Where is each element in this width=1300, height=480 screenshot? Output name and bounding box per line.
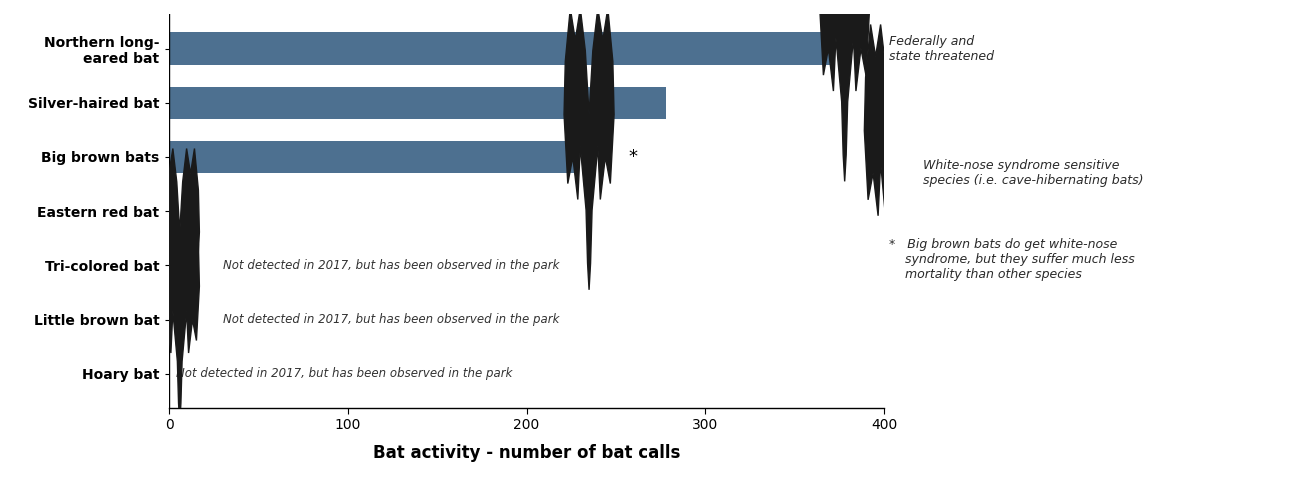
Text: Not detected in 2017, but has been observed in the park: Not detected in 2017, but has been obser… xyxy=(222,259,559,272)
Text: *: * xyxy=(628,148,637,166)
Polygon shape xyxy=(160,203,199,424)
Text: White-nose syndrome sensitive
species (i.e. cave-hibernating bats): White-nose syndrome sensitive species (i… xyxy=(923,159,1144,187)
Text: Not detected in 2017, but has been observed in the park: Not detected in 2017, but has been obser… xyxy=(222,313,559,326)
X-axis label: Bat activity - number of bat calls: Bat activity - number of bat calls xyxy=(373,444,680,462)
Text: Federally and
state threatened: Federally and state threatened xyxy=(889,35,994,62)
Bar xyxy=(169,141,577,173)
Text: Not detected in 2017, but has been observed in the park: Not detected in 2017, but has been obser… xyxy=(177,367,512,380)
Polygon shape xyxy=(864,24,914,306)
Bar xyxy=(169,195,173,228)
Text: *   Big brown bats do get white-nose
    syndrome, but they suffer much less
   : * Big brown bats do get white-nose syndr… xyxy=(889,239,1135,281)
Bar xyxy=(169,32,831,65)
Polygon shape xyxy=(160,148,199,370)
Polygon shape xyxy=(564,8,614,290)
Polygon shape xyxy=(820,0,870,181)
Bar xyxy=(169,86,666,119)
